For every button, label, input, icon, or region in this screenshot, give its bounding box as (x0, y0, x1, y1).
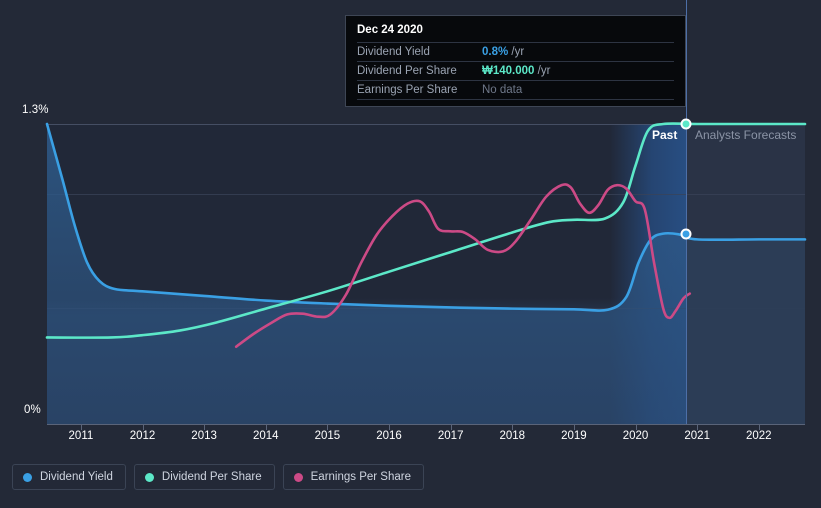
analysts-forecasts-label: Analysts Forecasts (695, 128, 797, 142)
x-axis-label-2012: 2012 (129, 430, 156, 442)
tooltip-row-key: Dividend Per Share (357, 65, 457, 77)
plot-area (47, 124, 805, 425)
series-lines (47, 124, 805, 424)
x-axis-label-2022: 2022 (746, 430, 772, 442)
x-axis-tick (573, 424, 575, 430)
gridline-top (47, 124, 805, 125)
x-axis-tick (142, 424, 144, 430)
x-axis-labels: 2011 2012 2013 2014 2015 2016 2017 2018 2019 2020… (0, 430, 821, 448)
legend-dot-icon (23, 472, 32, 482)
x-axis-tick (697, 424, 699, 430)
tooltip-row-value: ₩140.000 /yr (482, 65, 550, 77)
past-forecast-divider (686, 0, 687, 424)
x-axis-label-2016: 2016 (376, 430, 402, 442)
x-axis-tick (635, 424, 637, 430)
series-line-dividend-yield (47, 124, 805, 311)
x-axis-label-2014: 2014 (253, 430, 279, 442)
x-axis-tick (327, 424, 329, 430)
series-line-dividend-per-share (47, 123, 805, 337)
axis-baseline (47, 424, 805, 425)
legend-dot-icon (144, 472, 154, 482)
x-axis-label-2013: 2013 (191, 430, 217, 442)
x-axis-label-2018: 2018 (499, 430, 526, 442)
x-axis-tick (450, 424, 452, 430)
past-label: Past (652, 128, 678, 142)
legend-item-dividend-yield[interactable]: Dividend Yield (12, 464, 126, 490)
y-axis-top-label: 1.3% (22, 104, 49, 116)
tooltip-row-value: No data (482, 84, 522, 96)
legend-item-label: Earnings Per Share (310, 471, 411, 483)
tooltip-row: Earnings Per Share No data (357, 80, 674, 100)
dividend-yield-area-past (47, 124, 686, 424)
tooltip-value-text: No data (482, 84, 523, 96)
x-axis-ticks (47, 424, 805, 432)
tooltip-row: Dividend Yield 0.8% /yr (357, 42, 674, 61)
tooltip-title: Dec 24 2020 (357, 24, 423, 36)
tooltip-row-value: 0.8% /yr (482, 46, 524, 58)
x-axis-label-2020: 2020 (622, 430, 649, 442)
tooltip-row-key: Earnings Per Share (357, 84, 458, 96)
x-axis-tick (80, 424, 82, 430)
x-axis-tick (512, 424, 514, 430)
tooltip-value-text: 0.8% (482, 46, 509, 58)
tooltip-value-text: ₩140.000 (482, 65, 535, 77)
x-axis-label-2021: 2021 (684, 430, 710, 442)
legend-item-earnings-per-share[interactable]: Earnings Per Share (282, 464, 424, 490)
x-axis-label-2015: 2015 (314, 430, 341, 442)
legend-item-label: Dividend Yield (40, 471, 113, 483)
dividend-yield-area-forecast (686, 237, 805, 424)
x-axis-label-2017: 2017 (437, 430, 464, 442)
tooltip-row: Dividend Per Share ₩140.000 /yr (357, 61, 674, 80)
marker-dividend-per-share[interactable] (680, 118, 692, 130)
legend-dot-icon (293, 472, 303, 482)
x-axis-tick (389, 424, 390, 430)
x-axis-tick (265, 424, 267, 430)
tooltip: Dec 24 2020 Dividend Yield 0.8% /yr Divi… (345, 15, 686, 107)
x-axis-tick (758, 424, 760, 430)
legend: Dividend Yield Dividend Per Share Earnings… (12, 464, 424, 490)
tooltip-value-unit: /yr (537, 65, 551, 77)
x-axis-label-2011: 2011 (68, 430, 94, 442)
x-axis-label-2019: 2019 (561, 430, 587, 442)
legend-item-dividend-per-share[interactable]: Dividend Per Share (133, 464, 275, 490)
gridline-upper (47, 194, 805, 195)
x-axis-tick (204, 424, 206, 430)
series-line-earnings-per-share (236, 184, 690, 346)
y-axis-bottom-label: 0% (24, 404, 41, 416)
tooltip-value-unit: /yr (511, 46, 525, 58)
marker-dividend-yield[interactable] (680, 228, 692, 240)
legend-item-label: Dividend Per Share (161, 471, 262, 483)
tooltip-row-key: Dividend Yield (357, 46, 430, 58)
